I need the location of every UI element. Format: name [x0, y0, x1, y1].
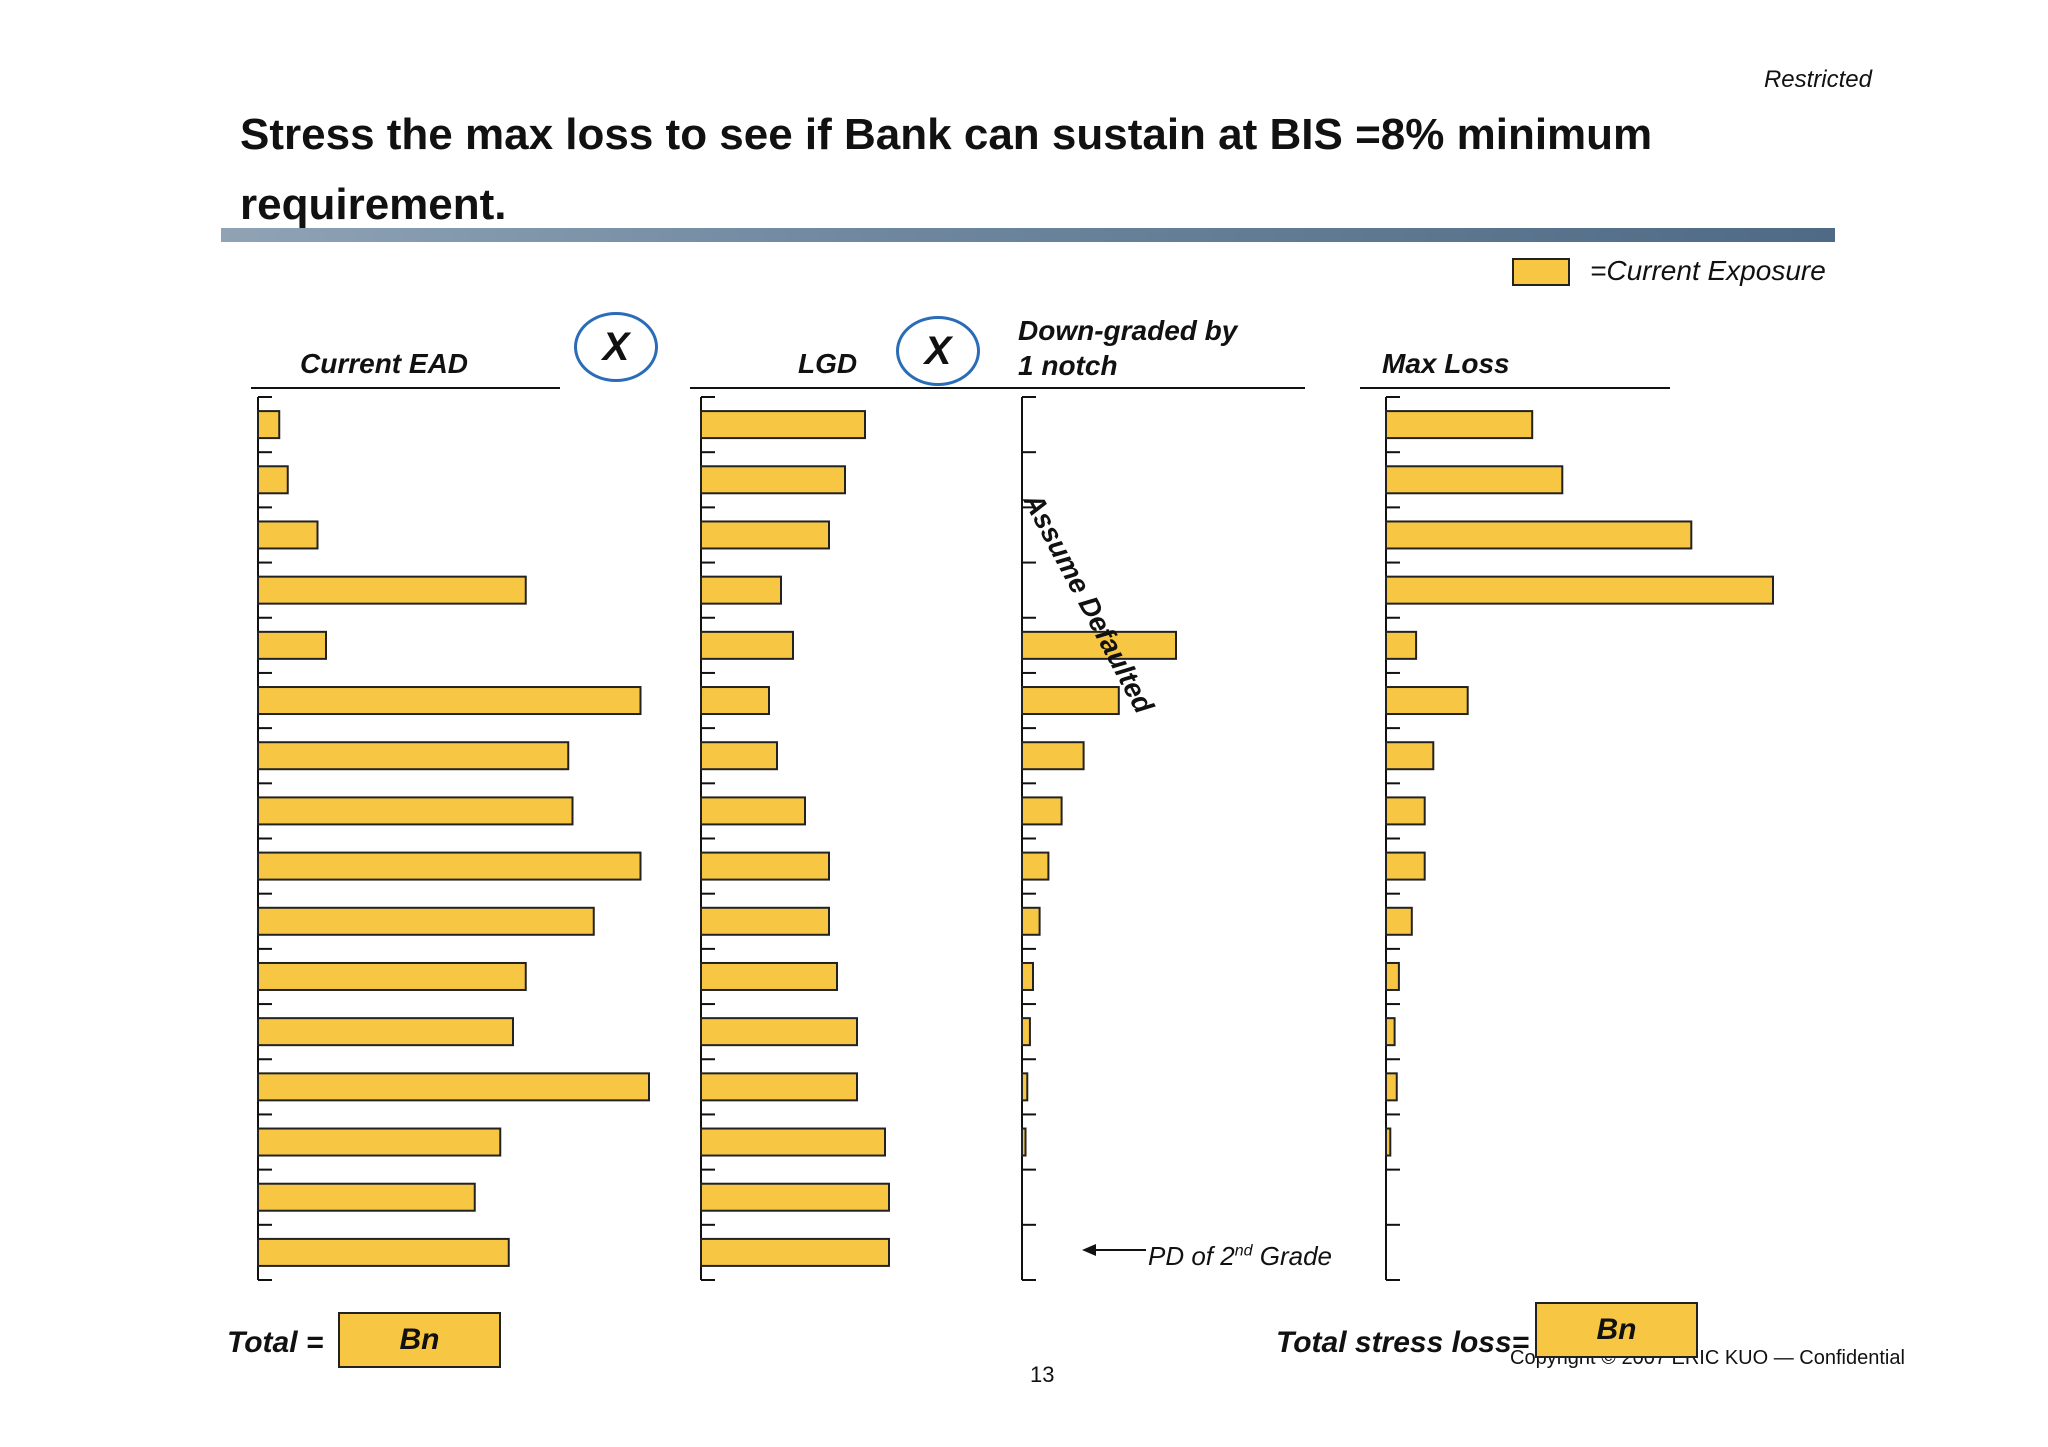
bar-ead	[257, 741, 570, 771]
bar-lgd	[700, 575, 782, 605]
bar-ead	[257, 1072, 650, 1102]
total-value-box: Bn	[338, 1312, 501, 1368]
bar-maxloss	[1385, 906, 1413, 936]
bar-maxloss	[1385, 961, 1400, 991]
bar-downgraded	[1021, 961, 1034, 991]
bar-lgd	[700, 520, 830, 550]
bar-downgraded	[1021, 796, 1063, 826]
stress-loss-value-box: Bn	[1535, 1302, 1698, 1358]
page-title: Stress the max loss to see if Bank can s…	[240, 110, 1653, 229]
bar-maxloss	[1385, 575, 1774, 605]
bar-maxloss	[1385, 1072, 1398, 1102]
bar-ead	[257, 520, 319, 550]
bar-maxloss	[1385, 1127, 1392, 1157]
bar-lgd	[700, 1127, 886, 1157]
bar-ead	[257, 1237, 510, 1267]
header-down-graded: Down-graded by 1 notch	[1018, 315, 1238, 381]
bar-downgraded	[1021, 1017, 1031, 1047]
bar-lgd	[700, 741, 778, 771]
bar-downgraded	[1021, 851, 1050, 881]
restricted-label: Restricted	[1763, 66, 1872, 93]
bar-lgd	[700, 630, 794, 660]
bar-ead	[257, 1017, 514, 1047]
pd-label-prefix: PD of 2	[1148, 1241, 1235, 1271]
bar-downgraded	[1021, 741, 1085, 771]
bar-lgd	[700, 796, 806, 826]
total-stress-loss-label: Total stress loss=	[1276, 1326, 1530, 1359]
total-label: Total =	[227, 1326, 324, 1359]
bar-maxloss	[1385, 686, 1469, 716]
bar-lgd	[700, 851, 830, 881]
bar-lgd	[700, 686, 770, 716]
bar-maxloss	[1385, 630, 1418, 660]
bar-ead	[257, 851, 642, 881]
bar-downgraded	[1021, 686, 1120, 716]
bar-lgd	[700, 1072, 858, 1102]
bar-ead	[257, 575, 527, 605]
bar-lgd	[700, 906, 830, 936]
pd-annotation: PD of 2nd Grade	[1148, 1241, 1332, 1272]
bar-maxloss	[1385, 410, 1534, 440]
multiply-circle-2: X	[896, 316, 980, 386]
header-lgd: LGD	[798, 348, 858, 379]
bar-ead	[257, 1182, 476, 1212]
header-current-ead: Current EAD	[300, 348, 469, 379]
bar-ead	[257, 1127, 502, 1157]
bar-downgraded	[1021, 1127, 1027, 1157]
bar-lgd	[700, 961, 838, 991]
bar-maxloss	[1385, 741, 1435, 771]
bar-ead	[257, 961, 527, 991]
bar-maxloss	[1385, 796, 1426, 826]
page-number: 13	[1030, 1362, 1055, 1387]
bar-ead	[257, 906, 595, 936]
legend-label: =Current Exposure	[1590, 255, 1826, 286]
bar-ead	[257, 465, 289, 495]
header-max-loss: Max Loss	[1382, 348, 1510, 379]
bar-lgd	[700, 1017, 858, 1047]
bar-lgd	[700, 410, 866, 440]
bar-maxloss	[1385, 465, 1564, 495]
bar-downgraded	[1021, 1072, 1029, 1102]
title-divider	[221, 228, 1835, 242]
bar-ead	[257, 410, 281, 440]
multiply-circle-1: X	[574, 312, 658, 382]
bar-lgd	[700, 1182, 890, 1212]
bar-downgraded	[1021, 906, 1041, 936]
legend-swatch	[1512, 258, 1570, 286]
pd-arrow-head	[1082, 1244, 1096, 1256]
bar-downgraded	[1021, 630, 1177, 660]
bar-ead	[257, 796, 574, 826]
bar-maxloss	[1385, 851, 1426, 881]
pd-label-suffix: Grade	[1252, 1241, 1333, 1271]
bar-lgd	[700, 465, 846, 495]
bar-ead	[257, 630, 327, 660]
bar-maxloss	[1385, 520, 1693, 550]
bar-lgd	[700, 1237, 890, 1267]
pd-label-sup: nd	[1234, 1242, 1253, 1260]
bar-ead	[257, 686, 642, 716]
bar-maxloss	[1385, 1017, 1396, 1047]
